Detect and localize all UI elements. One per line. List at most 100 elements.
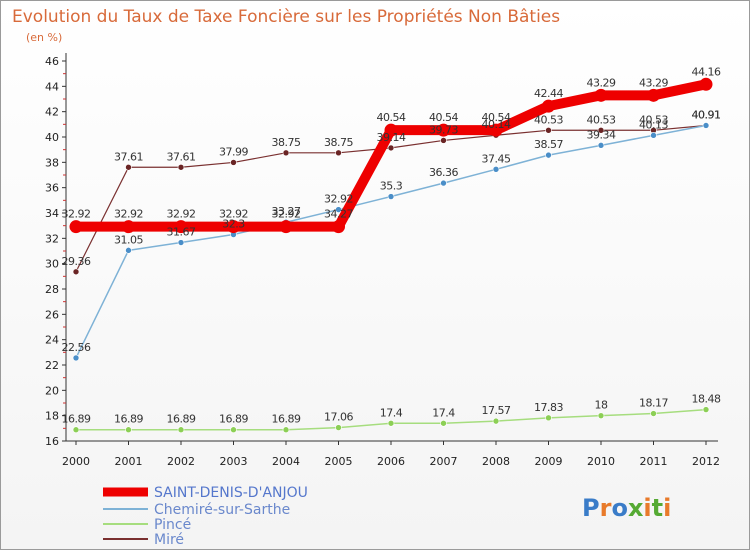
data-label: 16.89 xyxy=(219,413,248,426)
y-tick-label: 20 xyxy=(45,384,59,397)
data-label: 43.29 xyxy=(587,76,616,89)
data-point xyxy=(335,424,342,431)
axes: 16 18 20 22 24 26 28 30 32 34 36 38 40 42 44 46 2000 2001… xyxy=(45,53,720,468)
data-point xyxy=(492,417,500,425)
y-tick-label: 18 xyxy=(45,410,59,423)
logo-text: Proxiti xyxy=(582,494,671,522)
data-label: 40.53 xyxy=(587,113,616,126)
data-label: 38.57 xyxy=(534,138,563,151)
data-label: 32.92 xyxy=(167,208,196,221)
data-point xyxy=(545,126,552,134)
data-label: 40.53 xyxy=(639,113,668,126)
y-tick-label: 36 xyxy=(45,182,59,195)
data-label: 37.99 xyxy=(219,145,248,158)
data-point xyxy=(335,206,342,213)
data-label: 16.89 xyxy=(114,413,143,426)
data-label: 17.4 xyxy=(432,406,455,419)
data-point xyxy=(440,179,447,187)
data-label: 29.36 xyxy=(62,255,91,268)
data-label: 35.3 xyxy=(380,180,403,193)
data-label: 39.73 xyxy=(429,123,458,136)
data-point xyxy=(125,426,132,434)
data-label: 40.54 xyxy=(429,111,458,124)
data-point xyxy=(440,419,447,427)
data-point xyxy=(177,239,185,246)
data-point xyxy=(699,77,713,91)
data-point xyxy=(647,88,660,102)
chart-subtitle: (en %) xyxy=(26,31,62,44)
y-tick-label: 40 xyxy=(45,131,59,144)
data-point xyxy=(332,220,345,234)
data-label: 16.89 xyxy=(167,413,196,426)
x-tick-label: 2006 xyxy=(377,455,405,468)
data-point xyxy=(387,193,395,200)
data-point xyxy=(597,412,605,419)
data-label: 32.92 xyxy=(272,208,301,221)
data-point xyxy=(279,220,293,234)
data-point xyxy=(125,247,132,254)
x-tick-label: 2005 xyxy=(325,455,353,468)
y-tick-label: 22 xyxy=(45,359,59,372)
chart-title: Evolution du Taux de Taxe Foncière sur l… xyxy=(12,7,560,27)
data-label: 18 xyxy=(595,399,608,412)
data-label: 16.89 xyxy=(62,413,91,426)
y-tick-label: 42 xyxy=(45,106,59,119)
y-tick-label: 26 xyxy=(45,308,59,321)
data-point xyxy=(69,220,83,234)
data-point xyxy=(227,220,240,234)
data-label: 40.14 xyxy=(482,118,511,131)
data-label: 16.89 xyxy=(272,413,301,426)
y-tick-label: 30 xyxy=(45,258,59,271)
legend-label-1: Chemiré-sur-Sarthe xyxy=(154,502,290,518)
data-label: 37.61 xyxy=(167,150,196,163)
legend: SAINT-DENIS-D'ANJOUChemiré-sur-SarthePin… xyxy=(103,485,308,548)
x-tick-label: 2009 xyxy=(535,455,563,468)
data-point xyxy=(72,426,80,434)
data-point xyxy=(594,88,608,102)
data-label: 39.14 xyxy=(377,131,406,144)
data-point xyxy=(597,126,605,134)
data-label: 17.06 xyxy=(324,411,353,424)
data-point xyxy=(177,163,185,171)
x-tick-label: 2010 xyxy=(587,455,615,468)
data-label: 40.91 xyxy=(692,108,721,121)
data-point xyxy=(702,122,710,129)
y-tick-label: 44 xyxy=(45,80,59,93)
data-label: 37.45 xyxy=(482,152,511,165)
data-label: 31.05 xyxy=(114,233,143,246)
data-point xyxy=(440,137,447,144)
data-point xyxy=(650,410,657,417)
data-point xyxy=(489,123,503,137)
y-tick-label: 34 xyxy=(45,207,59,220)
data-point xyxy=(545,414,552,422)
data-point xyxy=(387,144,395,152)
data-point xyxy=(650,132,657,139)
data-point xyxy=(230,159,237,166)
data-label: 33.27 xyxy=(272,205,301,218)
y-tick-label: 24 xyxy=(45,334,59,347)
data-label: 17.4 xyxy=(380,406,403,419)
data-point xyxy=(384,123,398,137)
data-label: 44.16 xyxy=(692,65,721,78)
data-label: 18.48 xyxy=(692,393,721,406)
data-label: 43.29 xyxy=(639,76,668,89)
data-point xyxy=(282,149,290,157)
x-tick-label: 2007 xyxy=(430,455,458,468)
data-label: 40.53 xyxy=(534,113,563,126)
data-point xyxy=(545,151,552,159)
proxiti-logo: Proxiti xyxy=(582,494,671,522)
data-label: 40.54 xyxy=(377,111,406,124)
data-point xyxy=(542,99,555,113)
y-tick-label: 32 xyxy=(45,232,59,245)
x-tick-label: 2008 xyxy=(482,455,510,468)
legend-label-0: SAINT-DENIS-D'ANJOU xyxy=(154,485,308,501)
data-point xyxy=(174,220,188,234)
x-tick-label: 2011 xyxy=(640,455,668,468)
y-tick-label: 16 xyxy=(45,435,59,448)
data-point xyxy=(387,419,395,427)
data-point xyxy=(72,354,80,362)
data-point xyxy=(125,163,132,171)
legend-label-3: Miré xyxy=(154,532,184,548)
data-label: 34.27 xyxy=(324,208,353,221)
